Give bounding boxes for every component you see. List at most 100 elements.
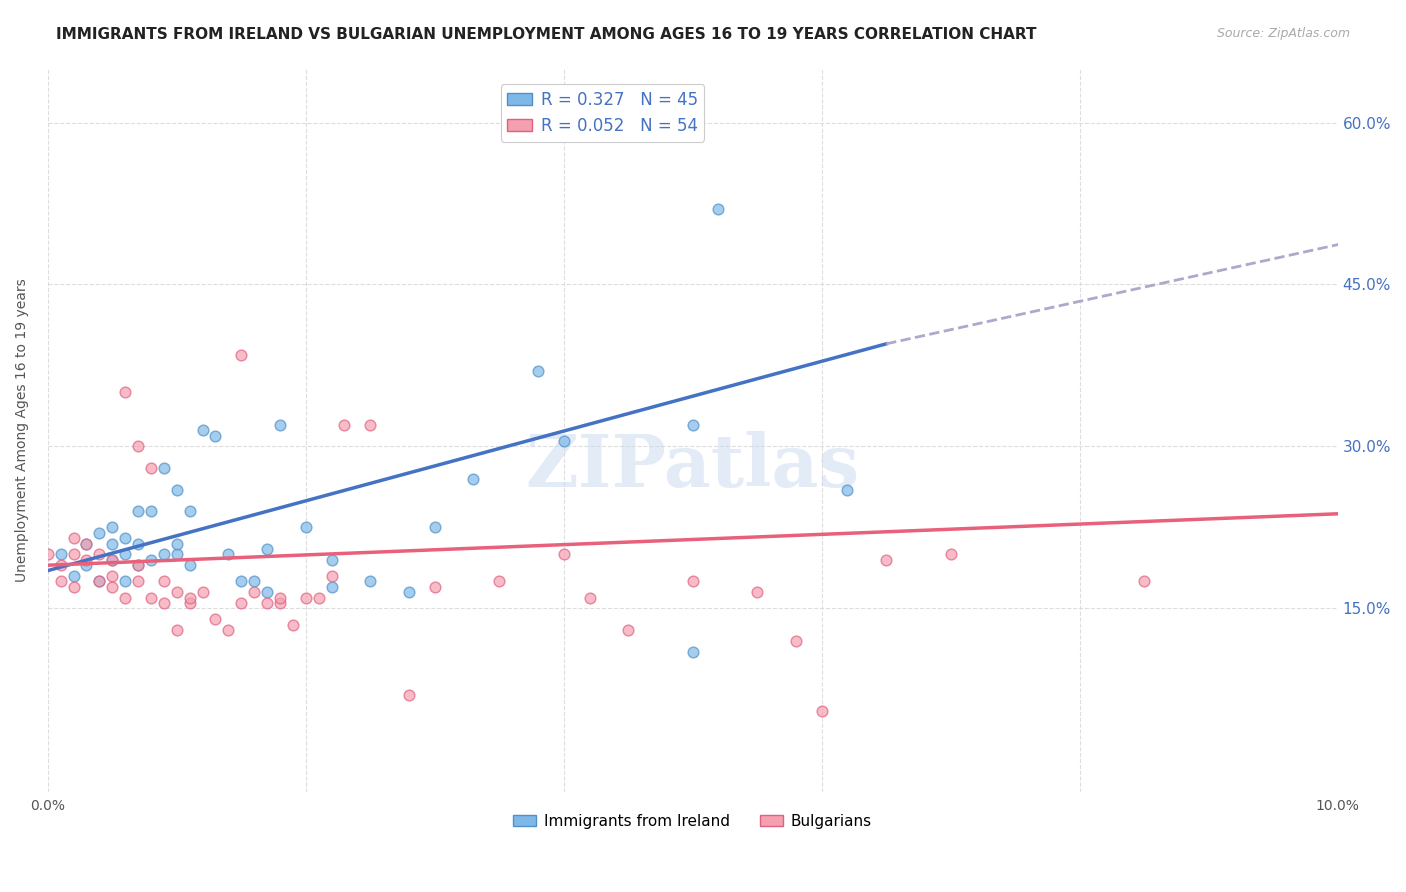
Point xyxy=(785,633,807,648)
Point xyxy=(321,569,343,583)
Point xyxy=(359,574,381,589)
Point xyxy=(114,531,136,545)
Point xyxy=(217,623,239,637)
Text: IMMIGRANTS FROM IRELAND VS BULGARIAN UNEMPLOYMENT AMONG AGES 16 TO 19 YEARS CORR: IMMIGRANTS FROM IRELAND VS BULGARIAN UNE… xyxy=(56,27,1036,42)
Point xyxy=(463,472,485,486)
Point xyxy=(256,541,278,556)
Point xyxy=(127,574,149,589)
Point xyxy=(153,596,176,610)
Point xyxy=(231,348,253,362)
Point xyxy=(179,591,201,605)
Point xyxy=(682,574,704,589)
Legend: Immigrants from Ireland, Bulgarians: Immigrants from Ireland, Bulgarians xyxy=(508,808,879,835)
Point xyxy=(191,585,214,599)
Point xyxy=(101,569,124,583)
Point xyxy=(837,483,859,497)
Point xyxy=(359,417,381,432)
Point xyxy=(127,536,149,550)
Point xyxy=(166,536,188,550)
Text: ZIPatlas: ZIPatlas xyxy=(526,431,859,502)
Point xyxy=(243,585,266,599)
Point xyxy=(204,428,226,442)
Point xyxy=(553,548,575,562)
Point xyxy=(62,548,84,562)
Point xyxy=(127,558,149,573)
Point xyxy=(49,574,72,589)
Point xyxy=(875,553,897,567)
Point xyxy=(75,553,97,567)
Point xyxy=(747,585,769,599)
Point xyxy=(75,536,97,550)
Point xyxy=(101,580,124,594)
Point xyxy=(166,483,188,497)
Point xyxy=(810,704,832,718)
Text: Source: ZipAtlas.com: Source: ZipAtlas.com xyxy=(1216,27,1350,40)
Point xyxy=(553,434,575,448)
Point xyxy=(153,548,176,562)
Point xyxy=(256,596,278,610)
Point xyxy=(153,461,176,475)
Point xyxy=(231,574,253,589)
Point xyxy=(243,574,266,589)
Point xyxy=(231,596,253,610)
Point xyxy=(166,585,188,599)
Point xyxy=(114,385,136,400)
Point xyxy=(139,461,162,475)
Point xyxy=(281,617,304,632)
Point xyxy=(127,558,149,573)
Point xyxy=(166,623,188,637)
Point xyxy=(321,553,343,567)
Point xyxy=(127,439,149,453)
Point xyxy=(578,591,600,605)
Point xyxy=(682,417,704,432)
Point xyxy=(75,558,97,573)
Point xyxy=(62,531,84,545)
Point xyxy=(114,591,136,605)
Point xyxy=(939,548,962,562)
Point xyxy=(269,596,291,610)
Point xyxy=(139,591,162,605)
Y-axis label: Unemployment Among Ages 16 to 19 years: Unemployment Among Ages 16 to 19 years xyxy=(15,278,30,582)
Point xyxy=(294,591,316,605)
Point xyxy=(527,364,550,378)
Point xyxy=(89,574,111,589)
Point xyxy=(269,591,291,605)
Point xyxy=(256,585,278,599)
Point xyxy=(308,591,330,605)
Point xyxy=(321,580,343,594)
Point xyxy=(75,536,97,550)
Point xyxy=(153,574,176,589)
Point xyxy=(204,612,226,626)
Point xyxy=(127,504,149,518)
Point xyxy=(398,585,420,599)
Point xyxy=(682,644,704,658)
Point xyxy=(114,548,136,562)
Point xyxy=(269,417,291,432)
Point xyxy=(191,423,214,437)
Point xyxy=(179,504,201,518)
Point xyxy=(488,574,510,589)
Point xyxy=(423,580,446,594)
Point xyxy=(617,623,640,637)
Point xyxy=(333,417,356,432)
Point xyxy=(101,536,124,550)
Point xyxy=(89,548,111,562)
Point xyxy=(294,520,316,534)
Point xyxy=(101,553,124,567)
Point xyxy=(139,504,162,518)
Point xyxy=(398,688,420,702)
Point xyxy=(37,548,59,562)
Point xyxy=(179,596,201,610)
Point xyxy=(179,558,201,573)
Point xyxy=(49,548,72,562)
Point xyxy=(114,574,136,589)
Point xyxy=(423,520,446,534)
Point xyxy=(1133,574,1156,589)
Point xyxy=(166,548,188,562)
Point xyxy=(89,525,111,540)
Point xyxy=(49,558,72,573)
Point xyxy=(62,569,84,583)
Point xyxy=(707,202,730,216)
Point xyxy=(62,580,84,594)
Point xyxy=(101,520,124,534)
